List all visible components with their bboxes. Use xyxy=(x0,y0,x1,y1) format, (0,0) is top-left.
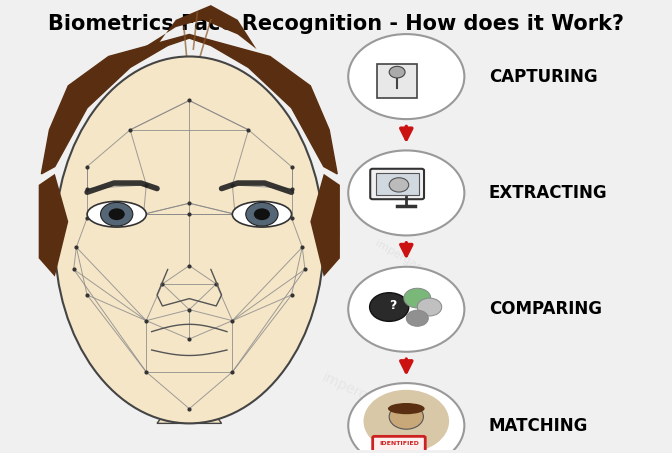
Circle shape xyxy=(348,150,464,236)
Circle shape xyxy=(407,310,428,326)
Text: IDENTIFIED: IDENTIFIED xyxy=(379,442,419,447)
Ellipse shape xyxy=(233,202,292,227)
Circle shape xyxy=(348,383,464,453)
Text: impergar.com: impergar.com xyxy=(320,370,413,423)
Ellipse shape xyxy=(87,202,146,227)
Text: COMPARING: COMPARING xyxy=(489,300,602,318)
Circle shape xyxy=(389,178,409,192)
Circle shape xyxy=(109,208,125,220)
Ellipse shape xyxy=(388,403,425,414)
Text: CAPTURING: CAPTURING xyxy=(489,67,597,86)
Text: * Unique
  facial data: * Unique facial data xyxy=(263,274,308,309)
Circle shape xyxy=(246,202,278,226)
FancyBboxPatch shape xyxy=(370,169,424,199)
Polygon shape xyxy=(157,409,222,424)
Polygon shape xyxy=(39,174,69,277)
Circle shape xyxy=(101,202,133,226)
FancyBboxPatch shape xyxy=(376,173,419,195)
Ellipse shape xyxy=(40,211,65,255)
FancyBboxPatch shape xyxy=(373,436,425,452)
FancyBboxPatch shape xyxy=(377,64,417,98)
Circle shape xyxy=(404,288,431,308)
Polygon shape xyxy=(42,34,337,174)
Text: MATCHING: MATCHING xyxy=(489,417,588,434)
Circle shape xyxy=(348,34,464,119)
Circle shape xyxy=(364,390,449,453)
Circle shape xyxy=(389,404,423,429)
Text: impergar.com: impergar.com xyxy=(374,239,446,286)
Circle shape xyxy=(389,66,405,78)
Circle shape xyxy=(417,298,442,316)
Ellipse shape xyxy=(314,211,339,255)
Text: ?: ? xyxy=(389,299,396,312)
Circle shape xyxy=(370,293,409,321)
Text: EXTRACTING: EXTRACTING xyxy=(489,184,607,202)
Circle shape xyxy=(348,267,464,352)
Text: Biometrics Face Recognition - How does it Work?: Biometrics Face Recognition - How does i… xyxy=(48,14,624,34)
Ellipse shape xyxy=(55,57,324,424)
Circle shape xyxy=(254,208,270,220)
Polygon shape xyxy=(310,174,340,277)
Polygon shape xyxy=(141,5,257,57)
Text: manuscript.impergar.com: manuscript.impergar.com xyxy=(129,150,238,231)
